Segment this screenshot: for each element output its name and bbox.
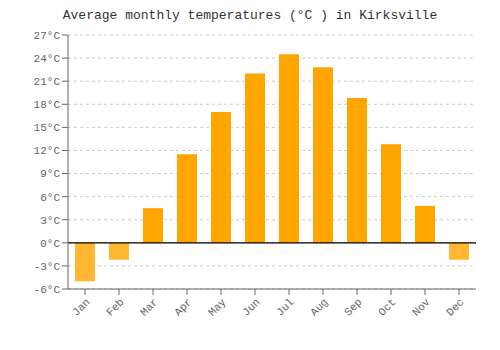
svg-text:18°C: 18°C bbox=[34, 99, 61, 111]
svg-text:15°C: 15°C bbox=[34, 122, 61, 134]
svg-text:Jan: Jan bbox=[70, 296, 92, 318]
svg-text:Feb: Feb bbox=[104, 296, 126, 318]
svg-text:24°C: 24°C bbox=[34, 53, 61, 65]
svg-text:27°C: 27°C bbox=[34, 30, 61, 42]
svg-text:21°C: 21°C bbox=[34, 76, 61, 88]
svg-text:May: May bbox=[206, 296, 229, 319]
svg-text:Aug: Aug bbox=[308, 296, 330, 318]
svg-text:0°C: 0°C bbox=[40, 238, 60, 250]
svg-text:Oct: Oct bbox=[376, 296, 398, 318]
svg-text:Jun: Jun bbox=[240, 296, 262, 318]
svg-text:6°C: 6°C bbox=[40, 192, 60, 204]
svg-text:Jul: Jul bbox=[274, 296, 296, 318]
svg-text:Nov: Nov bbox=[410, 296, 433, 319]
svg-text:-6°C: -6°C bbox=[34, 284, 61, 296]
svg-text:Sep: Sep bbox=[342, 296, 364, 318]
html-text:Average monthly temperatures (: Average monthly temperatures (°C ) in Ki… bbox=[62, 8, 438, 23]
svg-text:12°C: 12°C bbox=[34, 145, 61, 157]
svg-text:Dec: Dec bbox=[444, 296, 466, 318]
svg-text:Mar: Mar bbox=[138, 296, 160, 318]
svg-text:3°C: 3°C bbox=[40, 215, 60, 227]
svg-text:Apr: Apr bbox=[172, 296, 194, 318]
svg-text:-3°C: -3°C bbox=[34, 261, 61, 273]
svg-text:9°C: 9°C bbox=[40, 168, 60, 180]
